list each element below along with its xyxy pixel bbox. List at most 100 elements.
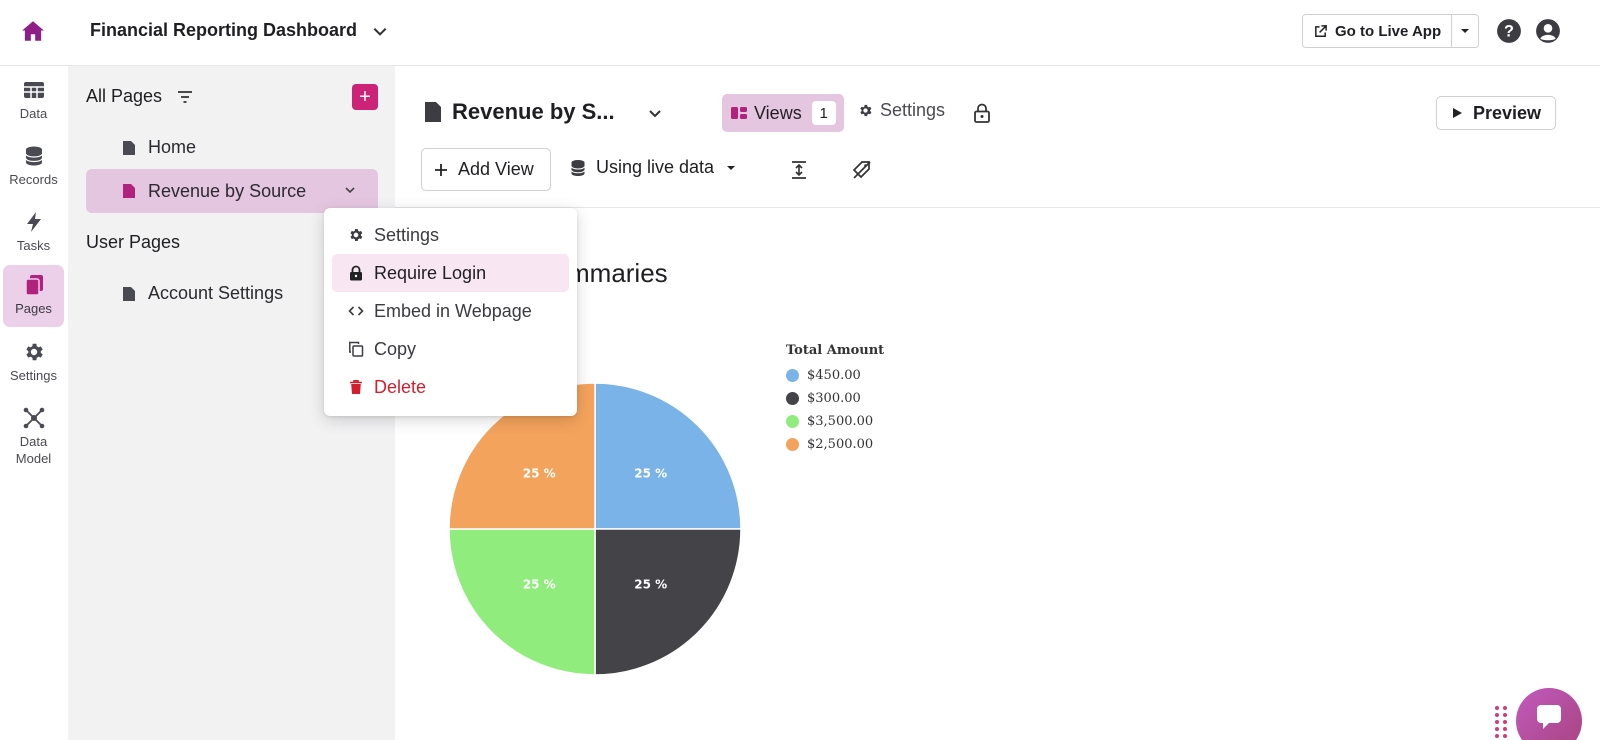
rail-label-data-model: Data Model bbox=[15, 434, 52, 466]
go-to-live-app-label: Go to Live App bbox=[1335, 22, 1442, 40]
menu-item-label: Require Login bbox=[374, 262, 487, 283]
row-height-icon[interactable] bbox=[790, 160, 808, 180]
menu-item-label: Embed in Webpage bbox=[374, 300, 532, 321]
drag-handle-icon[interactable] bbox=[1494, 704, 1508, 740]
page-item-label: Account Settings bbox=[148, 283, 284, 303]
rail-item-tasks[interactable]: Tasks bbox=[3, 202, 64, 264]
bolt-icon bbox=[26, 212, 41, 232]
gear-icon bbox=[350, 229, 363, 241]
live-data-dropdown[interactable]: Using live data bbox=[570, 157, 736, 178]
table-icon bbox=[23, 82, 44, 98]
caret-down-icon bbox=[727, 165, 736, 170]
code-icon bbox=[348, 306, 364, 316]
play-icon bbox=[1452, 108, 1462, 118]
document-icon bbox=[123, 184, 135, 198]
settings-tab-label: Settings bbox=[880, 100, 946, 120]
rail-item-data-model[interactable]: Data Model bbox=[3, 398, 64, 478]
menu-item-settings[interactable]: Settings bbox=[332, 216, 569, 254]
menu-item-delete[interactable]: Delete bbox=[332, 368, 569, 406]
chevron-down-icon[interactable] bbox=[646, 104, 664, 122]
left-nav-rail: Data Records Tasks Pages Settings Data Mo… bbox=[0, 66, 68, 740]
app-title: Financial Reporting Dashboard bbox=[90, 20, 358, 40]
rail-label-pages: Pages bbox=[15, 301, 52, 316]
top-bar: Financial Reporting Dashboard Go to Live… bbox=[0, 0, 1600, 66]
add-page-button[interactable]: + bbox=[352, 84, 378, 110]
pie-slice[interactable] bbox=[448, 528, 596, 676]
document-icon bbox=[123, 140, 135, 155]
menu-item-label: Copy bbox=[374, 338, 417, 359]
filter-icon[interactable] bbox=[176, 88, 194, 106]
svg-text:?: ? bbox=[1504, 22, 1514, 40]
legend-swatch bbox=[786, 438, 799, 451]
views-icon bbox=[731, 107, 747, 119]
pie-slice-label: 25 % bbox=[634, 466, 667, 480]
current-page-name[interactable]: Revenue by S... bbox=[424, 99, 615, 125]
home-icon[interactable] bbox=[20, 18, 46, 44]
page-context-menu: Settings Require Login Embed in Webpage … bbox=[324, 208, 577, 416]
pie-slice[interactable] bbox=[594, 382, 742, 530]
lock-open-icon[interactable] bbox=[973, 103, 991, 123]
external-link-icon bbox=[1315, 24, 1327, 37]
add-view-button[interactable]: Add View bbox=[421, 148, 551, 191]
menu-item-copy[interactable]: Copy bbox=[332, 330, 569, 368]
legend-swatch bbox=[786, 392, 799, 405]
lock-icon bbox=[350, 265, 362, 281]
menu-item-require-login[interactable]: Require Login bbox=[332, 254, 569, 292]
rail-item-records[interactable]: Records bbox=[3, 136, 64, 198]
caret-down-icon bbox=[1461, 29, 1470, 33]
gear-icon bbox=[860, 104, 872, 117]
go-to-live-app-button[interactable]: Go to Live App bbox=[1303, 15, 1453, 47]
chat-icon bbox=[1537, 705, 1561, 729]
pie-slice-label: 25 % bbox=[634, 578, 667, 592]
page-item-label: Home bbox=[148, 137, 197, 157]
chevron-down-icon bbox=[373, 27, 387, 36]
rail-item-data[interactable]: Data bbox=[3, 70, 64, 130]
menu-item-embed[interactable]: Embed in Webpage bbox=[332, 292, 569, 330]
legend-title: Total Amount bbox=[786, 343, 885, 358]
copy-icon bbox=[349, 341, 364, 357]
user-avatar-icon[interactable] bbox=[1535, 18, 1561, 44]
page-item-home[interactable]: Home bbox=[122, 137, 196, 158]
legend-item[interactable]: $3,500.00 bbox=[786, 410, 884, 433]
legend-label: $300.00 bbox=[807, 391, 861, 406]
rail-item-pages[interactable]: Pages bbox=[3, 265, 64, 327]
trash-icon bbox=[350, 380, 362, 394]
pie-chart: 25 % 25 % 25 % 25 % bbox=[448, 382, 742, 676]
user-pages-section-label: User Pages bbox=[86, 232, 181, 252]
live-app-dropdown-button[interactable] bbox=[1452, 15, 1479, 47]
legend-item[interactable]: $2,500.00 bbox=[786, 433, 884, 456]
live-data-label: Using live data bbox=[596, 157, 715, 177]
menu-item-label: Settings bbox=[374, 224, 440, 245]
legend-swatch bbox=[786, 369, 799, 382]
pie-slice-label: 25 % bbox=[523, 578, 556, 592]
all-pages-title: All Pages bbox=[86, 86, 163, 106]
page-item-revenue-by-source[interactable]: Revenue by Source bbox=[86, 169, 378, 213]
help-icon[interactable]: ? bbox=[1496, 18, 1522, 44]
settings-tab[interactable]: Settings bbox=[858, 100, 945, 121]
pages-icon bbox=[24, 275, 43, 296]
toolbar-divider bbox=[395, 207, 1600, 208]
page-item-account-settings[interactable]: Account Settings bbox=[122, 283, 283, 304]
legend-label: $3,500.00 bbox=[807, 414, 874, 429]
rail-item-settings[interactable]: Settings bbox=[3, 332, 64, 394]
pie-slice[interactable] bbox=[594, 528, 742, 676]
gear-icon bbox=[25, 343, 43, 361]
hide-tag-icon[interactable] bbox=[852, 160, 872, 180]
chevron-down-icon[interactable] bbox=[344, 184, 356, 196]
legend-item[interactable]: $450.00 bbox=[786, 364, 884, 387]
database-icon bbox=[24, 146, 43, 166]
pie-slice-label: 25 % bbox=[523, 466, 556, 480]
legend-swatch bbox=[786, 415, 799, 428]
views-label: Views bbox=[754, 102, 802, 123]
document-icon bbox=[425, 102, 441, 122]
network-icon bbox=[23, 407, 44, 429]
live-app-button-group: Go to Live App bbox=[1302, 14, 1480, 48]
chat-widget-button[interactable] bbox=[1516, 688, 1582, 740]
views-tab[interactable]: Views 1 bbox=[722, 94, 844, 132]
document-icon bbox=[123, 286, 135, 301]
preview-button[interactable]: Preview bbox=[1436, 96, 1556, 130]
chart-legend: Total Amount $450.00 $300.00 $3,500.00 $… bbox=[786, 343, 884, 456]
legend-item[interactable]: $300.00 bbox=[786, 387, 884, 410]
plus-icon bbox=[435, 163, 447, 176]
app-title-dropdown[interactable]: Financial Reporting Dashboard bbox=[90, 20, 389, 41]
